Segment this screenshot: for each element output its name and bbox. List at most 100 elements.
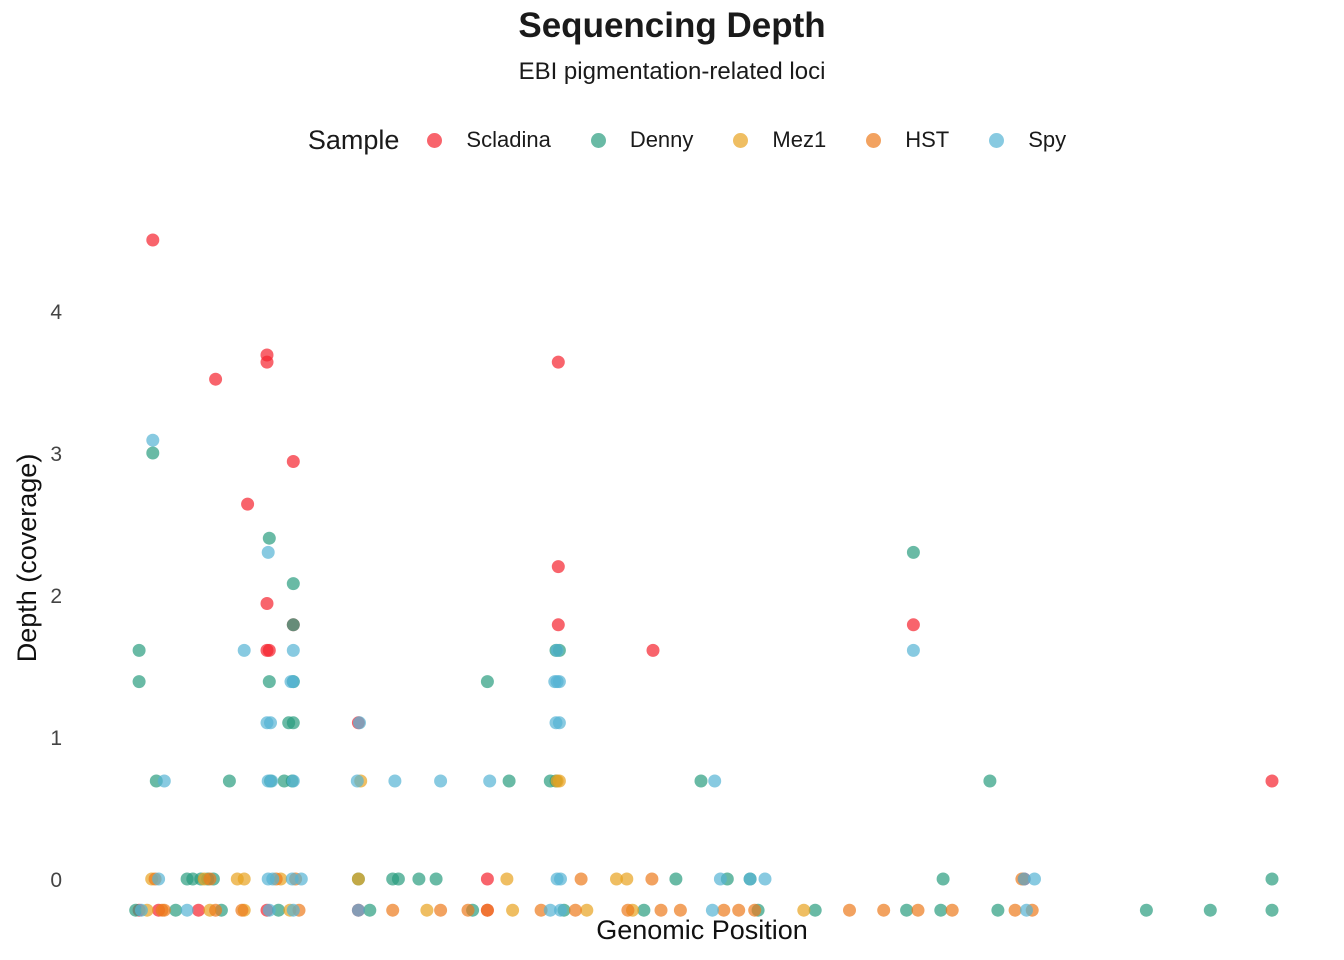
legend-swatch-scladina: [427, 132, 443, 148]
data-point: [554, 903, 567, 917]
data-point: [209, 372, 223, 386]
data-point: [797, 903, 811, 917]
data-point: [705, 903, 719, 917]
legend-title: Sample: [307, 124, 400, 155]
legend-item-scladina: Scladina: [417, 127, 551, 153]
data-point: [146, 233, 160, 247]
data-point: [550, 774, 564, 788]
data-point: [157, 903, 171, 917]
data-point: [260, 355, 274, 369]
data-point: [157, 774, 171, 788]
data-point: [265, 774, 279, 788]
legend-item-hst: HST: [856, 127, 949, 153]
data-point: [543, 903, 557, 917]
data-point: [550, 643, 564, 657]
x-axis-title: Genomic Position: [596, 915, 808, 945]
data-point: [262, 903, 276, 917]
data-point: [694, 774, 708, 788]
data-point: [936, 872, 950, 886]
data-point: [808, 903, 822, 917]
data-point: [272, 903, 285, 917]
data-point: [673, 903, 687, 917]
data-point: [351, 903, 365, 917]
data-point: [286, 455, 300, 468]
data-point: [610, 872, 623, 886]
data-point: [654, 903, 668, 917]
data-point: [264, 716, 277, 730]
data-point: [294, 872, 308, 886]
data-point: [286, 577, 300, 591]
data-point: [286, 716, 300, 730]
data-point: [568, 903, 582, 917]
data-point: [551, 618, 565, 632]
data-point: [934, 903, 948, 917]
data-point: [434, 774, 448, 788]
data-point: [945, 903, 959, 917]
data-point: [420, 903, 434, 917]
data-point: [262, 531, 276, 545]
data-point: [748, 903, 762, 917]
data-point: [284, 675, 298, 689]
data-point: [262, 643, 276, 657]
data-point: [551, 560, 565, 574]
data-point: [286, 618, 300, 632]
data-point: [266, 872, 280, 886]
data-point: [758, 872, 772, 886]
data-point: [554, 872, 567, 886]
data-point: [1203, 903, 1217, 917]
data-point: [237, 872, 251, 886]
data-point: [132, 675, 146, 689]
data-point: [645, 872, 659, 886]
data-point: [434, 903, 448, 917]
legend-item-denny: Denny: [581, 127, 694, 153]
y-tick-label: 2: [50, 585, 62, 608]
legend-item-spy: Spy: [979, 127, 1066, 153]
data-point: [552, 716, 566, 730]
series-denny: [129, 446, 1279, 917]
data-point: [906, 618, 920, 632]
data-point: [286, 774, 300, 788]
data-point: [261, 545, 275, 559]
legend-label-hst: HST: [905, 127, 950, 152]
chart-title: Sequencing Depth: [518, 6, 826, 45]
data-point: [351, 872, 365, 886]
data-point: [209, 903, 223, 917]
data-point: [1017, 872, 1031, 886]
data-point: [506, 903, 520, 917]
data-point: [1265, 872, 1279, 886]
data-point: [480, 675, 494, 689]
series-mez1: [140, 774, 811, 917]
data-point: [500, 872, 514, 886]
data-point: [621, 903, 635, 917]
data-point: [991, 903, 1005, 917]
legend-item-mez1: Mez1: [723, 127, 826, 153]
y-axis-title: Depth (coverage): [12, 454, 42, 663]
y-tick-label: 3: [50, 443, 62, 466]
data-point: [1139, 903, 1153, 917]
data-point: [717, 903, 731, 917]
data-point: [580, 903, 594, 917]
data-point: [620, 872, 634, 886]
data-point: [713, 872, 727, 886]
data-point: [983, 774, 997, 788]
data-point: [286, 643, 300, 657]
data-point: [574, 872, 588, 886]
data-point: [180, 903, 194, 917]
data-points: [129, 233, 1279, 917]
data-point: [353, 716, 366, 730]
data-point: [906, 643, 920, 657]
legend: Sample Scladina Denny Mez1 HST Spy: [0, 120, 1344, 160]
legend-label-denny: Denny: [629, 127, 694, 152]
y-tick-label: 4: [50, 301, 62, 324]
legend-swatch-spy: [989, 132, 1005, 148]
data-point: [192, 903, 205, 917]
data-point: [203, 872, 217, 886]
data-point: [132, 643, 146, 657]
data-point: [241, 497, 255, 511]
data-point: [911, 903, 925, 917]
data-point: [906, 545, 920, 559]
data-point: [551, 355, 565, 369]
data-point: [480, 903, 494, 917]
data-point: [391, 872, 405, 886]
